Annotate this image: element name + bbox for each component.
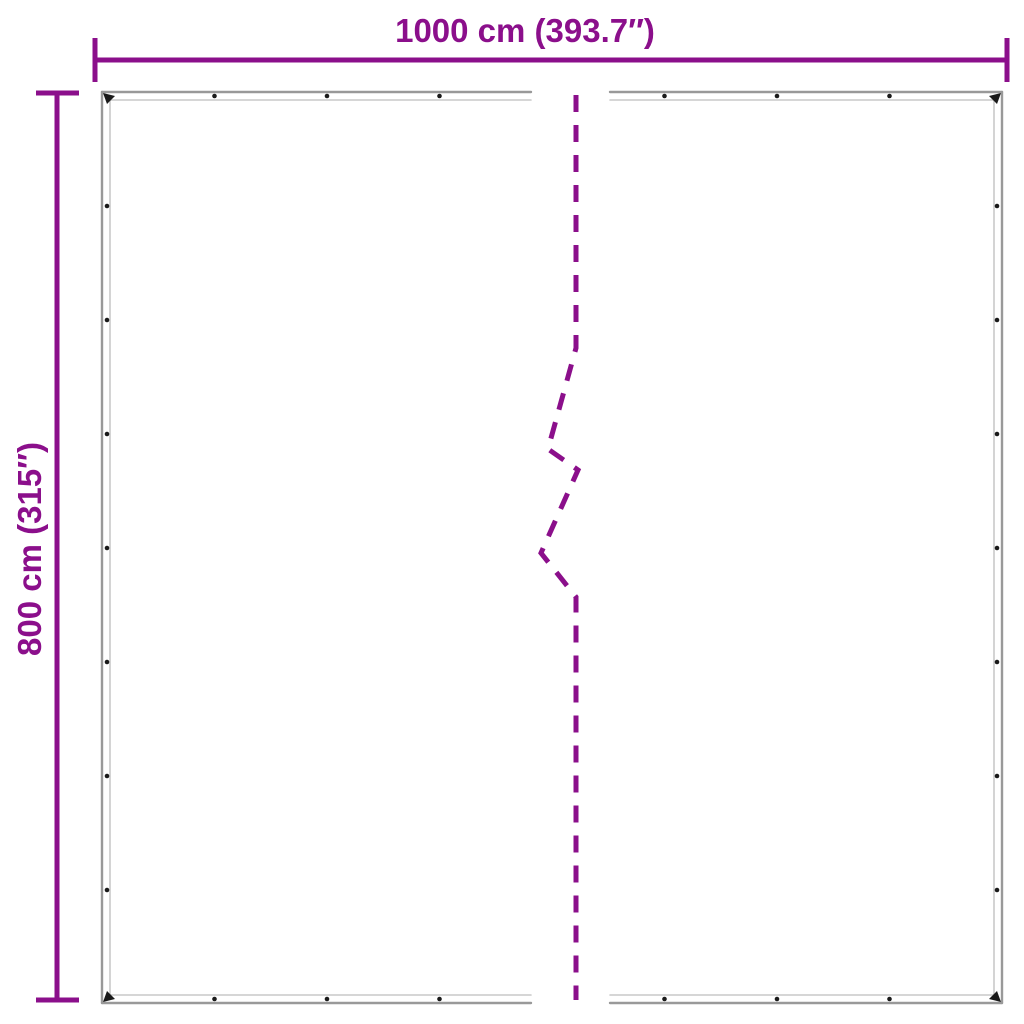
grommet-dot: [994, 203, 1000, 209]
grommet-dot: [104, 203, 110, 209]
grommet-dot: [662, 93, 667, 99]
grommet-dot: [994, 431, 1000, 437]
grommet-dot: [887, 996, 892, 1002]
grommet-dot: [437, 93, 442, 99]
grommet-dot: [212, 93, 217, 99]
grommet-dot: [104, 317, 110, 323]
grommet-dot: [324, 93, 330, 99]
grommet-dot: [104, 887, 110, 893]
grommet-dot: [994, 773, 1000, 779]
corner-marks: [103, 93, 1001, 1002]
corner-mark: [103, 991, 115, 1002]
width-dimension-label: 1000 cm (393.7″): [395, 12, 655, 49]
grommet-dot: [104, 431, 110, 437]
corner-mark: [989, 93, 1001, 104]
grommet-dot: [994, 545, 1000, 551]
height-dimension: 800 cm (315″): [11, 90, 79, 1003]
grommet-dot: [994, 317, 1000, 323]
grommet-dot: [994, 887, 1000, 893]
tarp-outline: [100, 90, 1004, 1005]
grommet-dot: [212, 996, 217, 1002]
grommet-dot: [104, 659, 110, 665]
grommet-dot: [994, 659, 1000, 665]
grommet-dot: [662, 996, 667, 1002]
width-dimension: 1000 cm (393.7″): [92, 12, 1010, 82]
grommet-dot: [104, 773, 110, 779]
grommet-dots: [104, 93, 1000, 1002]
corner-mark: [103, 93, 115, 104]
corner-mark: [989, 991, 1001, 1002]
grommet-dot: [324, 996, 330, 1002]
grommet-dot: [774, 996, 780, 1002]
grommet-dot: [437, 996, 442, 1002]
grommet-dot: [887, 93, 892, 99]
cut-line: [538, 95, 582, 1000]
grommet-dot: [774, 93, 780, 99]
height-dimension-label: 800 cm (315″): [11, 442, 48, 656]
grommet-dot: [104, 545, 110, 551]
